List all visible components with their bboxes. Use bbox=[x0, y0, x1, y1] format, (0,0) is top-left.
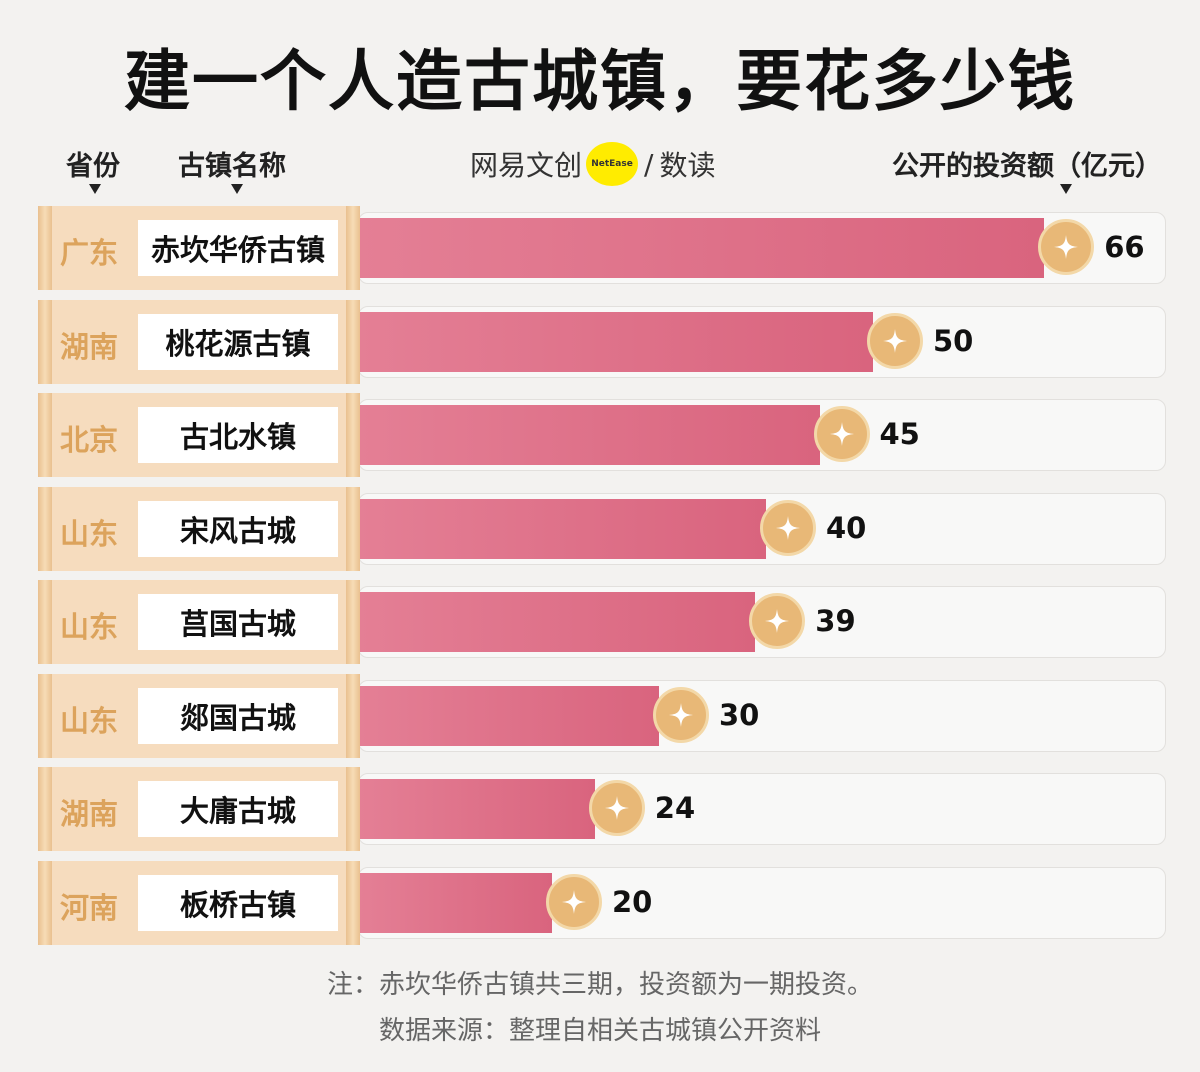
town-label: 大庸古城 bbox=[138, 781, 338, 837]
logo: 网易文创 NetEase / 数读 bbox=[470, 142, 715, 186]
town-label: 莒国古城 bbox=[138, 594, 338, 650]
town-label: 板桥古镇 bbox=[138, 874, 338, 931]
logo-sep: / bbox=[644, 147, 654, 181]
scroll-rod bbox=[38, 580, 52, 664]
coin-icon bbox=[813, 406, 870, 462]
scroll-label: 河南 板桥古镇 bbox=[38, 860, 360, 945]
province-label: 北京 bbox=[60, 423, 119, 457]
scroll-rod bbox=[38, 206, 52, 290]
scroll-rod bbox=[346, 393, 360, 477]
source-note: 数据来源：整理自相关古城镇公开资料 bbox=[378, 1016, 821, 1046]
town-label: 桃花源古镇 bbox=[138, 313, 338, 370]
coin-icon bbox=[867, 312, 923, 369]
page-title: 建一个人造古城镇，要花多少钱 bbox=[124, 43, 1076, 120]
logo-brand: 网易文创 bbox=[470, 149, 583, 182]
coin-icon bbox=[749, 593, 806, 649]
bar-row: 广东 赤坎华侨古镇 66 bbox=[38, 206, 1166, 290]
value-label: 50 bbox=[933, 323, 974, 358]
bar-row: 山东 宋风古城 40 bbox=[38, 486, 1166, 571]
coin-icon bbox=[588, 780, 645, 836]
scroll-label: 湖南 大庸古城 bbox=[38, 767, 360, 851]
province-label: 山东 bbox=[60, 610, 119, 644]
bar-row: 山东 莒国古城 39 bbox=[38, 580, 1166, 664]
province-arrow-icon bbox=[89, 184, 101, 194]
scroll-rod bbox=[38, 393, 52, 477]
town-label: 宋风古城 bbox=[138, 500, 338, 557]
scroll-rod bbox=[38, 767, 52, 851]
scroll-rod bbox=[346, 673, 360, 758]
scroll-label: 山东 莒国古城 bbox=[38, 580, 360, 664]
value-label: 24 bbox=[654, 791, 696, 825]
scroll-label: 北京 古北水镇 bbox=[38, 393, 360, 477]
logo-sub: 数读 bbox=[659, 149, 716, 182]
logo-badge: NetEase bbox=[586, 142, 639, 186]
province-label: 湖南 bbox=[60, 329, 119, 364]
footnote: 注：赤坎华侨古镇共三期，投资额为一期投资。 bbox=[326, 970, 873, 1000]
bar bbox=[360, 311, 873, 372]
coin-icon bbox=[1038, 219, 1095, 275]
scroll-rod bbox=[38, 673, 52, 758]
town-arrow-icon bbox=[231, 184, 243, 194]
bar bbox=[360, 872, 552, 933]
scroll-label: 湖南 桃花源古镇 bbox=[38, 299, 360, 384]
scroll-rod bbox=[346, 299, 360, 384]
province-label: 山东 bbox=[60, 516, 119, 551]
bar-row: 河南 板桥古镇 20 bbox=[38, 860, 1166, 945]
bar bbox=[360, 218, 1045, 278]
coin-icon bbox=[546, 873, 602, 930]
scroll-rod bbox=[346, 767, 360, 851]
bar bbox=[360, 685, 659, 746]
bar-row: 湖南 大庸古城 24 bbox=[38, 767, 1166, 851]
value-label: 39 bbox=[815, 604, 856, 638]
scroll-rod bbox=[38, 299, 52, 384]
coin-icon bbox=[760, 499, 816, 556]
scroll-rod bbox=[38, 860, 52, 945]
value-header: 公开的投资额（亿元） bbox=[892, 151, 1162, 182]
bar bbox=[360, 592, 756, 652]
province-label: 河南 bbox=[60, 890, 119, 925]
scroll-rod bbox=[346, 486, 360, 571]
province-label: 山东 bbox=[60, 703, 119, 738]
bar-row: 湖南 桃花源古镇 50 bbox=[38, 299, 1166, 384]
province-header: 省份 bbox=[66, 151, 120, 182]
bar bbox=[360, 498, 766, 559]
coin-icon bbox=[653, 686, 709, 743]
bar-row: 山东 郯国古城 30 bbox=[38, 673, 1166, 758]
scroll-label: 广东 赤坎华侨古镇 bbox=[38, 206, 360, 290]
value-arrow-icon bbox=[1060, 184, 1072, 194]
bar-row: 北京 古北水镇 45 bbox=[38, 393, 1166, 477]
scroll-rod bbox=[346, 860, 360, 945]
scroll-label: 山东 郯国古城 bbox=[38, 673, 360, 758]
value-label: 66 bbox=[1104, 230, 1145, 264]
bar bbox=[360, 405, 820, 465]
scroll-rod bbox=[346, 206, 360, 290]
value-label: 30 bbox=[719, 697, 760, 732]
town-header: 古镇名称 bbox=[178, 151, 286, 182]
value-label: 20 bbox=[612, 884, 653, 919]
bar bbox=[360, 779, 595, 839]
scroll-label: 山东 宋风古城 bbox=[38, 486, 360, 571]
province-label: 湖南 bbox=[60, 797, 119, 831]
town-label: 古北水镇 bbox=[138, 407, 338, 463]
scroll-rod bbox=[38, 486, 52, 571]
province-label: 广东 bbox=[60, 236, 119, 270]
value-label: 45 bbox=[879, 417, 920, 451]
value-label: 40 bbox=[826, 510, 867, 545]
town-label: 赤坎华侨古镇 bbox=[138, 220, 338, 276]
scroll-rod bbox=[346, 580, 360, 664]
town-label: 郯国古城 bbox=[138, 687, 338, 744]
